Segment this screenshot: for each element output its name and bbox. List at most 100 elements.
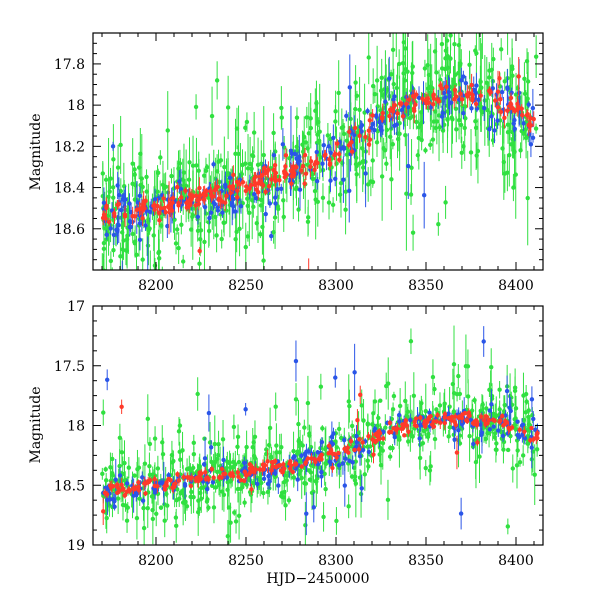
- data-point: [298, 468, 303, 473]
- data-point: [421, 192, 427, 198]
- data-point: [237, 226, 242, 232]
- data-point: [516, 104, 521, 110]
- data-point: [115, 496, 121, 501]
- data-point: [271, 130, 276, 136]
- data-point: [226, 505, 232, 510]
- data-point: [136, 165, 142, 170]
- data-point: [503, 413, 508, 418]
- data-point: [215, 479, 220, 484]
- data-point: [215, 469, 220, 475]
- data-point: [281, 214, 286, 220]
- data-point: [263, 211, 268, 217]
- data-point: [470, 92, 475, 98]
- data-point: [395, 111, 400, 116]
- data-point: [390, 407, 396, 412]
- data-point: [337, 157, 342, 163]
- data-point: [235, 434, 241, 440]
- data-point: [211, 162, 216, 167]
- data-point: [121, 238, 126, 243]
- data-point: [435, 412, 440, 418]
- data-point: [276, 463, 281, 468]
- data-point: [399, 107, 405, 113]
- data-point: [139, 205, 145, 211]
- data-point: [485, 107, 490, 113]
- data-point: [120, 247, 125, 252]
- data-point: [388, 134, 393, 140]
- data-point: [203, 168, 209, 174]
- data-point: [400, 422, 405, 427]
- data-point: [313, 108, 318, 113]
- data-point: [312, 162, 317, 167]
- data-point: [346, 143, 352, 148]
- top-data-points: [100, 33, 539, 270]
- data-point: [346, 504, 351, 509]
- data-point: [212, 201, 218, 207]
- data-point: [361, 158, 366, 164]
- data-point: [497, 387, 502, 392]
- data-point: [227, 460, 232, 466]
- data-point: [512, 385, 518, 390]
- data-point: [435, 97, 440, 102]
- data-point: [209, 459, 214, 465]
- data-point: [489, 402, 494, 407]
- data-point: [471, 441, 476, 447]
- data-point: [267, 479, 272, 484]
- data-point: [212, 441, 217, 447]
- data-point: [242, 500, 247, 505]
- data-point: [169, 452, 175, 458]
- data-point: [141, 505, 146, 511]
- data-point: [338, 180, 344, 186]
- data-point: [426, 415, 431, 421]
- data-point: [529, 397, 535, 402]
- data-point: [387, 76, 392, 81]
- data-point: [510, 66, 515, 72]
- data-point: [423, 408, 428, 414]
- data-point: [467, 62, 472, 67]
- data-point: [228, 465, 233, 470]
- data-point: [115, 485, 120, 490]
- data-point: [336, 450, 341, 456]
- data-point: [497, 407, 502, 412]
- data-point: [202, 456, 208, 461]
- data-point: [263, 189, 268, 194]
- data-point: [107, 483, 113, 488]
- data-point: [446, 89, 451, 95]
- data-point: [496, 428, 501, 433]
- data-point: [418, 415, 423, 420]
- data-point: [299, 475, 304, 481]
- data-point: [197, 248, 202, 254]
- x-tick-label: 8400: [498, 278, 534, 294]
- data-point: [321, 142, 326, 148]
- data-point: [195, 197, 201, 203]
- data-point: [494, 122, 499, 127]
- data-point: [474, 106, 480, 111]
- data-point: [155, 170, 161, 176]
- data-point: [306, 449, 311, 454]
- data-point: [465, 364, 471, 369]
- data-point: [432, 49, 438, 54]
- data-point: [170, 195, 176, 201]
- data-point: [230, 473, 236, 479]
- data-point: [408, 192, 414, 197]
- data-point: [108, 258, 114, 264]
- data-point: [306, 131, 312, 136]
- data-point: [134, 515, 140, 521]
- data-point: [456, 42, 462, 48]
- data-point: [152, 476, 157, 482]
- data-point: [142, 461, 148, 466]
- data-point: [291, 455, 296, 461]
- data-point: [487, 387, 492, 393]
- data-point: [164, 483, 169, 488]
- data-point: [283, 153, 289, 158]
- data-point: [438, 83, 443, 88]
- data-point: [428, 105, 434, 110]
- data-point: [326, 451, 331, 456]
- data-point: [403, 46, 408, 51]
- data-point: [359, 403, 364, 408]
- data-point: [269, 233, 274, 239]
- data-point: [118, 254, 123, 259]
- data-point: [535, 431, 540, 436]
- data-point: [326, 443, 332, 449]
- data-point: [403, 133, 408, 138]
